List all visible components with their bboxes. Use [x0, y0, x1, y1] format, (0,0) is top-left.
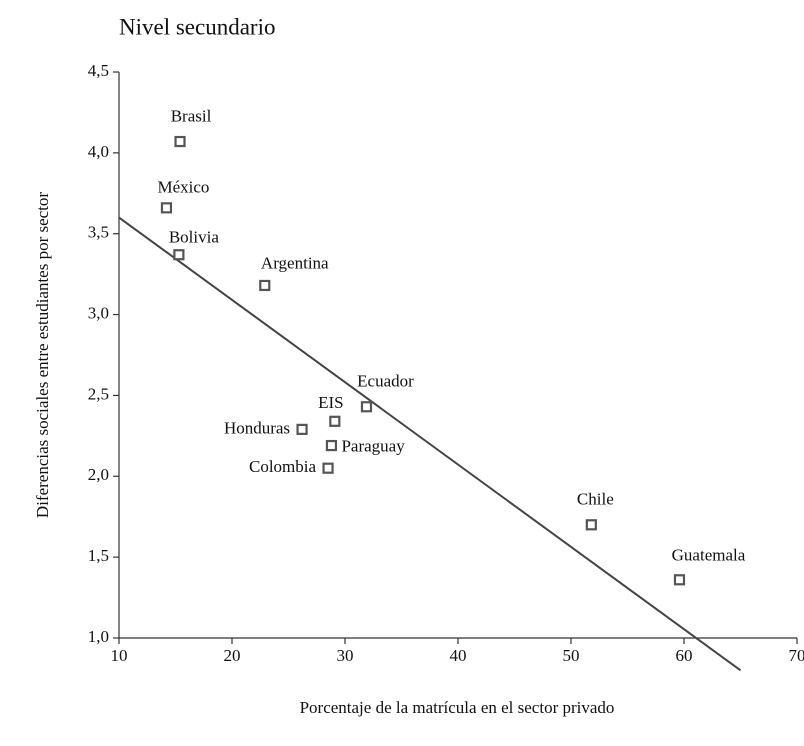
- y-tick-label: 3,0: [88, 303, 109, 322]
- x-tick-label: 10: [111, 646, 128, 665]
- y-tick-label: 4,5: [88, 61, 109, 80]
- x-tick-label: 30: [337, 646, 354, 665]
- point-label: Chile: [577, 490, 614, 509]
- y-tick-label: 4,0: [88, 142, 109, 161]
- point-label: Bolivia: [169, 228, 220, 247]
- point: [173, 249, 185, 261]
- y-tick-label: 1,5: [88, 546, 109, 565]
- point: [585, 519, 597, 531]
- point-label: Honduras: [224, 418, 290, 437]
- trend-line: [118, 216, 742, 672]
- point: [322, 462, 334, 474]
- x-tick-label: 50: [563, 646, 580, 665]
- point: [673, 574, 686, 586]
- x-tick-label: 40: [450, 646, 467, 665]
- point: [174, 135, 186, 148]
- point: [259, 279, 271, 292]
- point: [329, 415, 341, 427]
- point: [360, 401, 373, 413]
- point-label: Paraguay: [341, 436, 405, 455]
- point-label: EIS: [318, 393, 344, 412]
- point: [325, 439, 338, 452]
- point: [160, 202, 173, 214]
- x-tick-label: 60: [676, 646, 693, 665]
- point-label: Colombia: [249, 457, 317, 476]
- x-axis-label: Porcentaje de la matrícula en el sector …: [300, 698, 615, 717]
- y-axis-label: Diferencias sociales entre estudiantes p…: [33, 192, 52, 519]
- chart-title: Nivel secundario: [119, 14, 275, 39]
- point: [296, 423, 308, 435]
- y-tick-label: 3,5: [88, 223, 109, 242]
- point-label: Brasil: [171, 106, 212, 125]
- point-label: Guatemala: [672, 546, 746, 565]
- point-label: México: [157, 178, 209, 197]
- y-tick-label: 2,5: [88, 384, 109, 403]
- y-tick-label: 2,0: [88, 465, 109, 484]
- y-tick-label: 1,0: [88, 627, 109, 646]
- point-label: Argentina: [261, 253, 329, 272]
- point-label: Ecuador: [357, 372, 414, 391]
- x-tick-label: 70: [789, 646, 804, 665]
- x-tick-label: 20: [224, 646, 241, 665]
